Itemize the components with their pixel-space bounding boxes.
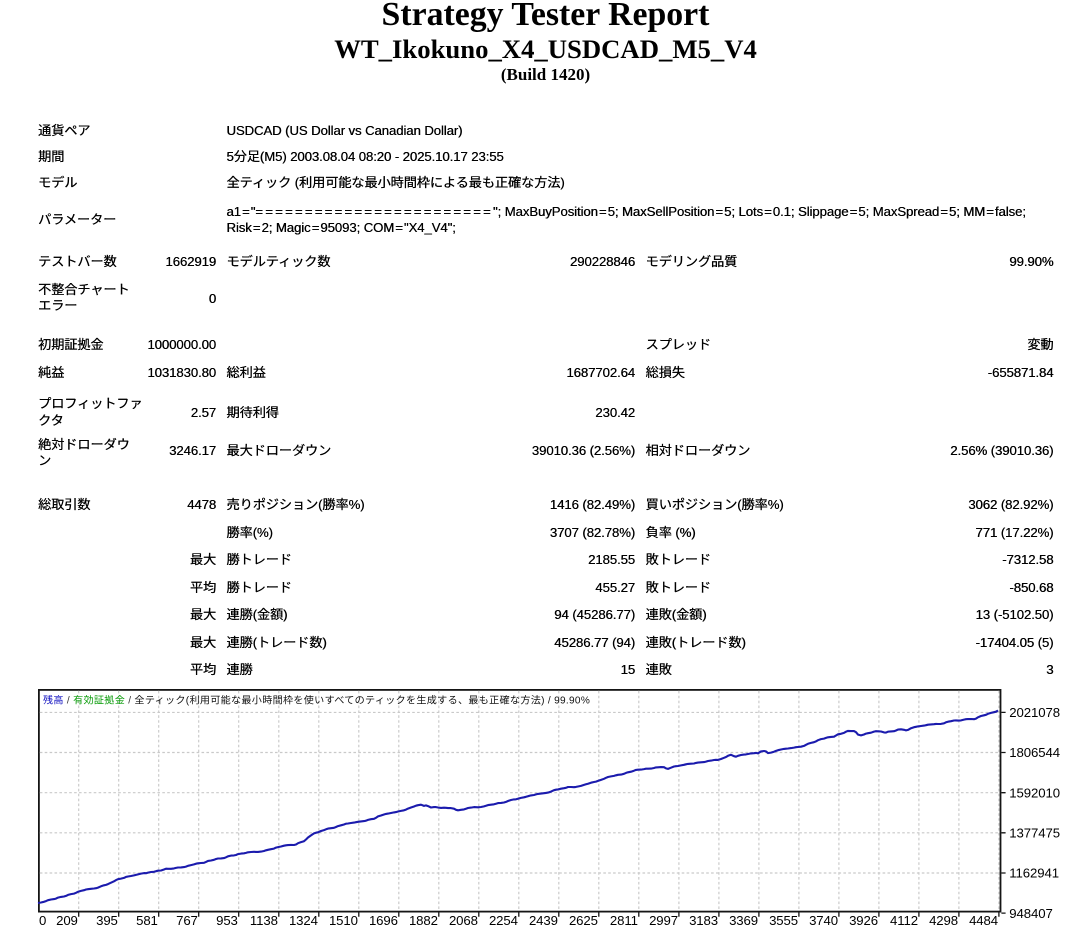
svg-text:2068: 2068 — [449, 913, 478, 928]
svg-text:2254: 2254 — [489, 913, 518, 928]
svg-text:767: 767 — [176, 913, 198, 928]
svg-text:953: 953 — [216, 913, 238, 928]
svg-text:4484: 4484 — [969, 913, 998, 928]
svg-text:581: 581 — [136, 913, 158, 928]
svg-text:4112: 4112 — [890, 913, 918, 928]
svg-text:0: 0 — [39, 913, 46, 928]
svg-text:1696: 1696 — [369, 913, 398, 928]
svg-text:3926: 3926 — [849, 913, 878, 928]
svg-text:3555: 3555 — [769, 913, 798, 928]
svg-text:1377475: 1377475 — [1009, 826, 1060, 841]
svg-text:2021078: 2021078 — [1009, 705, 1060, 720]
svg-text:948407: 948407 — [1009, 906, 1052, 921]
svg-text:1324: 1324 — [289, 913, 318, 928]
svg-text:3369: 3369 — [729, 913, 758, 928]
svg-text:2625: 2625 — [569, 913, 598, 928]
svg-text:1138: 1138 — [250, 913, 278, 928]
svg-text:2439: 2439 — [529, 913, 558, 928]
svg-text:1806544: 1806544 — [1009, 745, 1060, 760]
svg-text:1882: 1882 — [409, 913, 438, 928]
svg-text:4298: 4298 — [929, 913, 958, 928]
svg-text:3183: 3183 — [689, 913, 718, 928]
svg-text:2811: 2811 — [610, 913, 638, 928]
svg-text:1510: 1510 — [329, 913, 358, 928]
svg-text:395: 395 — [96, 913, 118, 928]
svg-text:1162941: 1162941 — [1009, 866, 1059, 881]
svg-text:209: 209 — [56, 913, 78, 928]
svg-text:1592010: 1592010 — [1009, 785, 1060, 800]
svg-text:3740: 3740 — [809, 913, 838, 928]
svg-text:2997: 2997 — [649, 913, 678, 928]
svg-text:残高 / 有効証拠金 / 全ティック(利用可能な最小時間枠を: 残高 / 有効証拠金 / 全ティック(利用可能な最小時間枠を使いすべてのティック… — [43, 694, 590, 706]
